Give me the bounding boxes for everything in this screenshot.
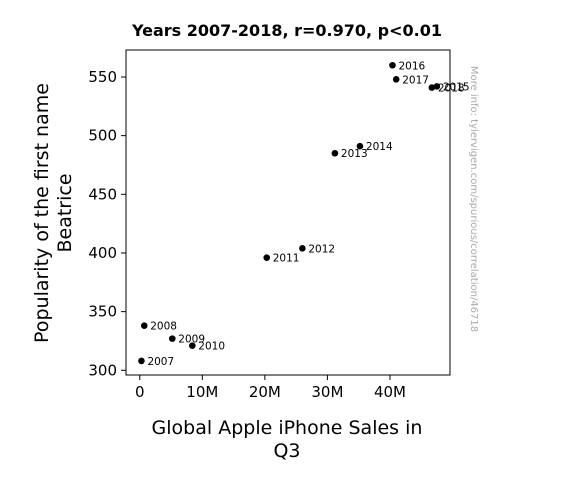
plot-frame (125, 49, 451, 376)
y-tick-label: 450 (88, 185, 117, 203)
point-label-2014: 2014 (366, 141, 393, 153)
data-point-2011 (263, 254, 271, 261)
chart-title: Years 2007-2018, r=0.970, p<0.01 (131, 21, 442, 40)
x-tick-label: 30M (311, 383, 343, 401)
point-label-2016: 2016 (398, 60, 425, 72)
data-point-2012 (299, 244, 306, 252)
point-label-2017: 2017 (402, 74, 429, 86)
data-point-2007 (138, 357, 145, 365)
data-point-2014 (356, 142, 364, 150)
y-tick-label: 500 (88, 127, 117, 145)
point-label-2009: 2009 (178, 334, 205, 346)
y-tick-label: 300 (88, 361, 117, 379)
point-label-2015: 2015 (443, 81, 470, 93)
point-label-2008: 2008 (150, 321, 177, 333)
x-tick-label: 40M (374, 383, 406, 401)
x-tick-label: 0 (135, 383, 145, 401)
data-point-2010 (189, 342, 196, 349)
data-point-2015 (433, 83, 441, 90)
data-point-2017 (392, 76, 400, 83)
x-tick-label: 10M (186, 383, 218, 401)
point-label-2012: 2012 (308, 243, 335, 255)
x-axis-label-line2: Q3 (273, 440, 300, 462)
axis-ticks: 0 10M 20M 30M 40M 300 350 400 450 500 550 (88, 68, 406, 401)
point-label-2013: 2013 (341, 148, 368, 160)
y-tick-label: 550 (88, 68, 117, 86)
data-point-2013 (331, 149, 339, 157)
point-label-2010: 2010 (198, 341, 225, 353)
source-note: More info: tylervigen.com/spurious/corre… (468, 66, 479, 332)
data-point-2016 (389, 61, 396, 69)
point-label-2018: 2018 (438, 83, 465, 95)
y-axis-label-line1: Popularity of the first name (31, 83, 53, 343)
data-point-2018 (428, 84, 436, 91)
x-axis-label-line1: Global Apple iPhone Sales in (152, 417, 423, 439)
y-axis-label-line2: Beatrice (54, 173, 76, 252)
y-tick-label: 400 (88, 244, 117, 262)
y-tick-label: 350 (88, 303, 117, 321)
point-label-2011: 2011 (273, 253, 300, 265)
data-point-2008 (140, 322, 148, 330)
x-tick-label: 20M (249, 383, 281, 401)
data-point-2009 (168, 335, 176, 342)
point-label-2007: 2007 (147, 356, 174, 368)
